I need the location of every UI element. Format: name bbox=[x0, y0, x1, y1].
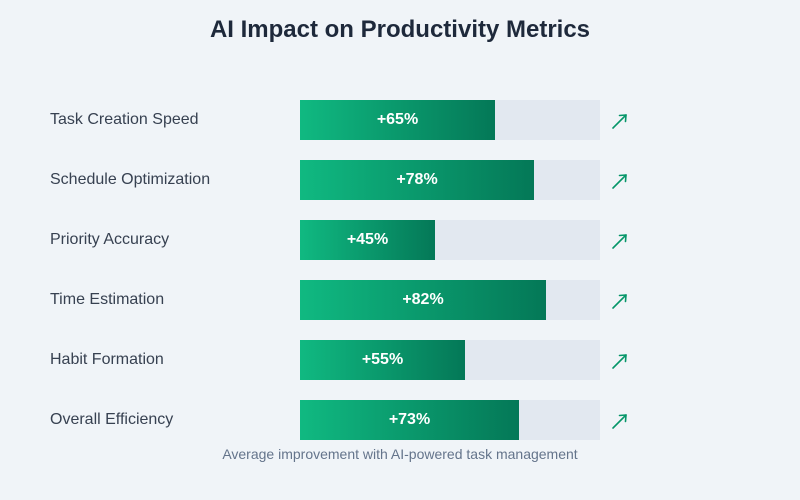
bar bbox=[300, 100, 495, 140]
arrow-up-right-icon bbox=[612, 234, 627, 249]
bar-row: Habit Formation +55% bbox=[0, 340, 800, 380]
arrow-up-right-icon bbox=[612, 294, 627, 309]
category-label: Time Estimation bbox=[50, 291, 165, 308]
data-label: +45% bbox=[346, 231, 389, 248]
bar-track: +82% bbox=[300, 280, 600, 320]
category-label: Schedule Optimization bbox=[50, 171, 211, 188]
bar-track: +73% bbox=[300, 400, 600, 440]
bar-track: +45% bbox=[300, 220, 600, 260]
data-label: +78% bbox=[396, 171, 438, 188]
category-label: Overall Efficiency bbox=[50, 411, 174, 428]
bar-track: +65% bbox=[300, 100, 600, 140]
bar-row: Task Creation Speed +65% bbox=[0, 100, 800, 140]
bar-track: +55% bbox=[300, 340, 600, 380]
bar bbox=[300, 340, 465, 380]
data-label: +65% bbox=[376, 111, 419, 128]
data-label: +73% bbox=[388, 411, 431, 428]
bar-row: Priority Accuracy +45% bbox=[0, 220, 800, 260]
data-label: +82% bbox=[402, 291, 444, 308]
bar-row: Schedule Optimization +78% bbox=[0, 160, 800, 200]
data-label: +55% bbox=[361, 351, 404, 368]
bar bbox=[300, 160, 534, 200]
bar-row: Overall Efficiency +73% bbox=[0, 400, 800, 440]
arrow-up-right-icon bbox=[612, 414, 627, 429]
chart-caption: Average improvement with AI-powered task… bbox=[222, 446, 578, 462]
arrow-up-right-icon bbox=[612, 114, 627, 129]
bar-track: +78% bbox=[300, 160, 600, 200]
arrow-up-right-icon bbox=[612, 354, 627, 369]
category-label: Task Creation Speed bbox=[50, 111, 199, 128]
chart-title: AI Impact on Productivity Metrics bbox=[209, 16, 591, 43]
category-label: Habit Formation bbox=[50, 351, 164, 368]
bar bbox=[300, 400, 519, 440]
bar bbox=[300, 280, 546, 320]
bar bbox=[300, 220, 435, 260]
category-label: Priority Accuracy bbox=[50, 231, 170, 248]
arrow-up-right-icon bbox=[612, 174, 627, 189]
bar-row: Time Estimation +82% bbox=[0, 280, 800, 320]
